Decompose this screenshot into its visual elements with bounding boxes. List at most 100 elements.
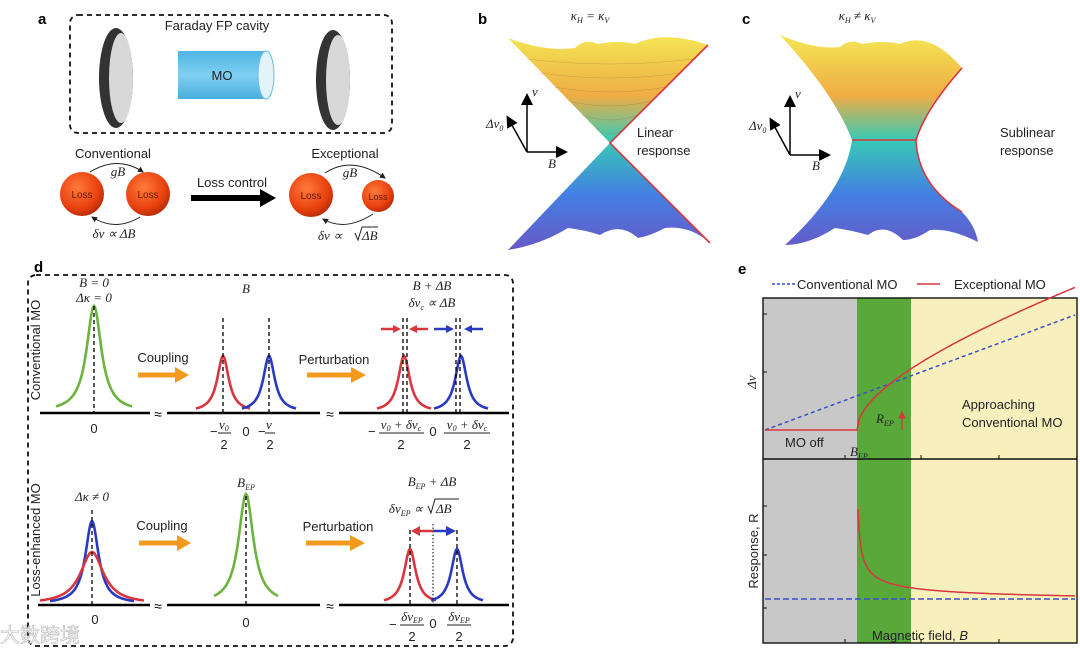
row-loss-enhanced: ≈ ≈ Δκ ≠ 0 0 Coupling BEP 0 Perturbation — [38, 474, 509, 644]
upper-band-surface — [780, 35, 962, 140]
svg-text:δνEP: δνEP — [401, 609, 423, 625]
tick-dnu-ep-over-2: δνEP 2 — [447, 609, 471, 644]
response-label-line1: Linear — [637, 125, 674, 140]
perturbation-arrowhead — [350, 535, 365, 551]
b-zero-label: B = 0 — [79, 275, 109, 290]
response-label-line2: response — [1000, 143, 1053, 158]
mo-label: MO — [212, 68, 233, 83]
exceptional-delta-nu-curve — [765, 286, 1076, 431]
svg-text:−: − — [210, 424, 218, 439]
svg-text:−: − — [368, 424, 376, 439]
left-mirror — [99, 28, 133, 128]
dk-zero-label: Δκ = 0 — [75, 290, 112, 305]
conventional-relation: δν ∝ ΔB — [93, 226, 136, 241]
panel-d: d Conventional MO Loss-enhanced MO ≈ ≈ B… — [27, 259, 514, 647]
mesh-line — [581, 114, 639, 121]
cavity-box — [69, 14, 393, 134]
conventional-title: Conventional — [75, 146, 151, 161]
tick-minus-shifted: − ν0 + δνc 2 — [368, 417, 424, 452]
mesh-line — [553, 86, 667, 93]
svg-text:2: 2 — [220, 437, 227, 452]
cavity-title: Faraday FP cavity — [165, 18, 270, 33]
svg-text:−: − — [258, 424, 266, 439]
panel-label: b — [478, 11, 487, 28]
tick-minus-dnu-ep-over-2: − δνEP 2 — [389, 609, 424, 644]
tick-plus-shifted: ν0 + δνc 2 — [444, 417, 490, 452]
tick-zero: 0 — [242, 615, 249, 630]
panel-a: a Faraday FP cavity MO Conventional Exce… — [38, 11, 394, 243]
upper-band-surface — [508, 37, 708, 143]
sqrt-sign — [354, 226, 378, 242]
condition-label: κH ≠ κV — [839, 8, 877, 25]
perturbation-label: Perturbation — [299, 352, 370, 367]
mesh-line — [525, 58, 695, 65]
surface-mesh — [525, 58, 695, 135]
conventional-delta-nu-line — [764, 314, 1076, 431]
mo-crystal: MO — [178, 50, 275, 100]
bep-label: BEP — [850, 444, 868, 461]
exceptional-resonators: Loss Loss gB δν ∝ ΔB — [289, 164, 394, 243]
exceptional-relation-prefix: δν ∝ — [318, 228, 343, 243]
axis-dnu-label: Δν0 — [485, 116, 503, 133]
linear-response-line — [608, 44, 711, 244]
svg-text:2: 2 — [463, 437, 470, 452]
approach-label-line2: Conventional MO — [962, 415, 1062, 430]
axis-nu-label: ν — [795, 86, 801, 101]
svg-text:2: 2 — [408, 629, 415, 644]
delta-nu-ep-relation: δνEP ∝ — [389, 501, 424, 518]
axis-b-label: B — [548, 156, 556, 171]
svg-text:ν0 + δνc: ν0 + δνc — [381, 417, 422, 433]
svg-text:ν0 + δνc: ν0 + δνc — [447, 417, 488, 433]
coupling-label: gB — [111, 164, 126, 179]
axes-icon: ν Δν0 B — [748, 86, 831, 173]
red-resonance-peak — [383, 547, 437, 602]
loss-label: Loss — [368, 192, 388, 202]
row-title-conventional: Conventional MO — [28, 300, 43, 400]
sqrt-argument: ΔB — [435, 501, 452, 516]
panel-label: d — [34, 259, 43, 276]
response-label-line1: Sublinear — [1000, 125, 1056, 140]
rep-label: REP — [875, 411, 894, 428]
axis-ticks — [763, 313, 1000, 643]
coupling-arrowhead — [177, 535, 191, 551]
watermark: 大数跨境 — [0, 624, 80, 647]
mesh-line — [539, 72, 681, 79]
exceptional-response-curve — [857, 509, 1075, 597]
row-title-loss-enhanced: Loss-enhanced MO — [28, 483, 43, 596]
panel-label: e — [738, 261, 746, 278]
axis-break: ≈ — [154, 598, 162, 614]
panel-label: c — [742, 11, 750, 28]
svg-text:−: − — [389, 617, 397, 632]
panel-c: c κH ≠ κV ν Δν0 B Sublinear response — [742, 8, 1056, 245]
svg-text:2: 2 — [455, 629, 462, 644]
red-resonance-peak — [376, 354, 432, 410]
legend-entry: Exceptional MO — [954, 277, 1046, 292]
b-plus-db-label: B + ΔB — [413, 278, 452, 293]
lower-band-surface — [508, 143, 710, 250]
blue-resonance-peak — [433, 354, 489, 410]
loss-label: Loss — [300, 191, 321, 202]
dk-nonzero-label: Δκ ≠ 0 — [74, 489, 110, 504]
mesh-line — [567, 100, 653, 107]
green-resonance-peak — [213, 491, 279, 598]
axis-break: ≈ — [326, 598, 334, 614]
row-conventional: ≈ ≈ B = 0 Δκ = 0 0 Coupling B − ν0 2 0 − — [40, 275, 509, 452]
legend-entry: Conventional MO — [797, 277, 897, 292]
response-label-line2: response — [637, 143, 690, 158]
loss-label: Loss — [71, 190, 92, 201]
coupling-label: gB — [343, 165, 358, 180]
axis-break: ≈ — [326, 406, 334, 422]
sublinear-response-line — [852, 67, 963, 213]
tick-zero: 0 — [242, 424, 249, 439]
tick-zero: 0 — [91, 612, 98, 627]
splitting-arrow — [411, 526, 456, 536]
delta-nu-c-relation: δνc ∝ ΔB — [409, 295, 456, 312]
coupling-arrowhead — [175, 367, 189, 383]
legend: Conventional MO Exceptional MO — [772, 277, 1046, 292]
ep-region — [857, 298, 911, 643]
loss-label: Loss — [137, 190, 158, 201]
axis-break: ≈ — [154, 406, 162, 422]
tick-zero: 0 — [429, 616, 436, 631]
axis-b-label: B — [812, 158, 820, 173]
